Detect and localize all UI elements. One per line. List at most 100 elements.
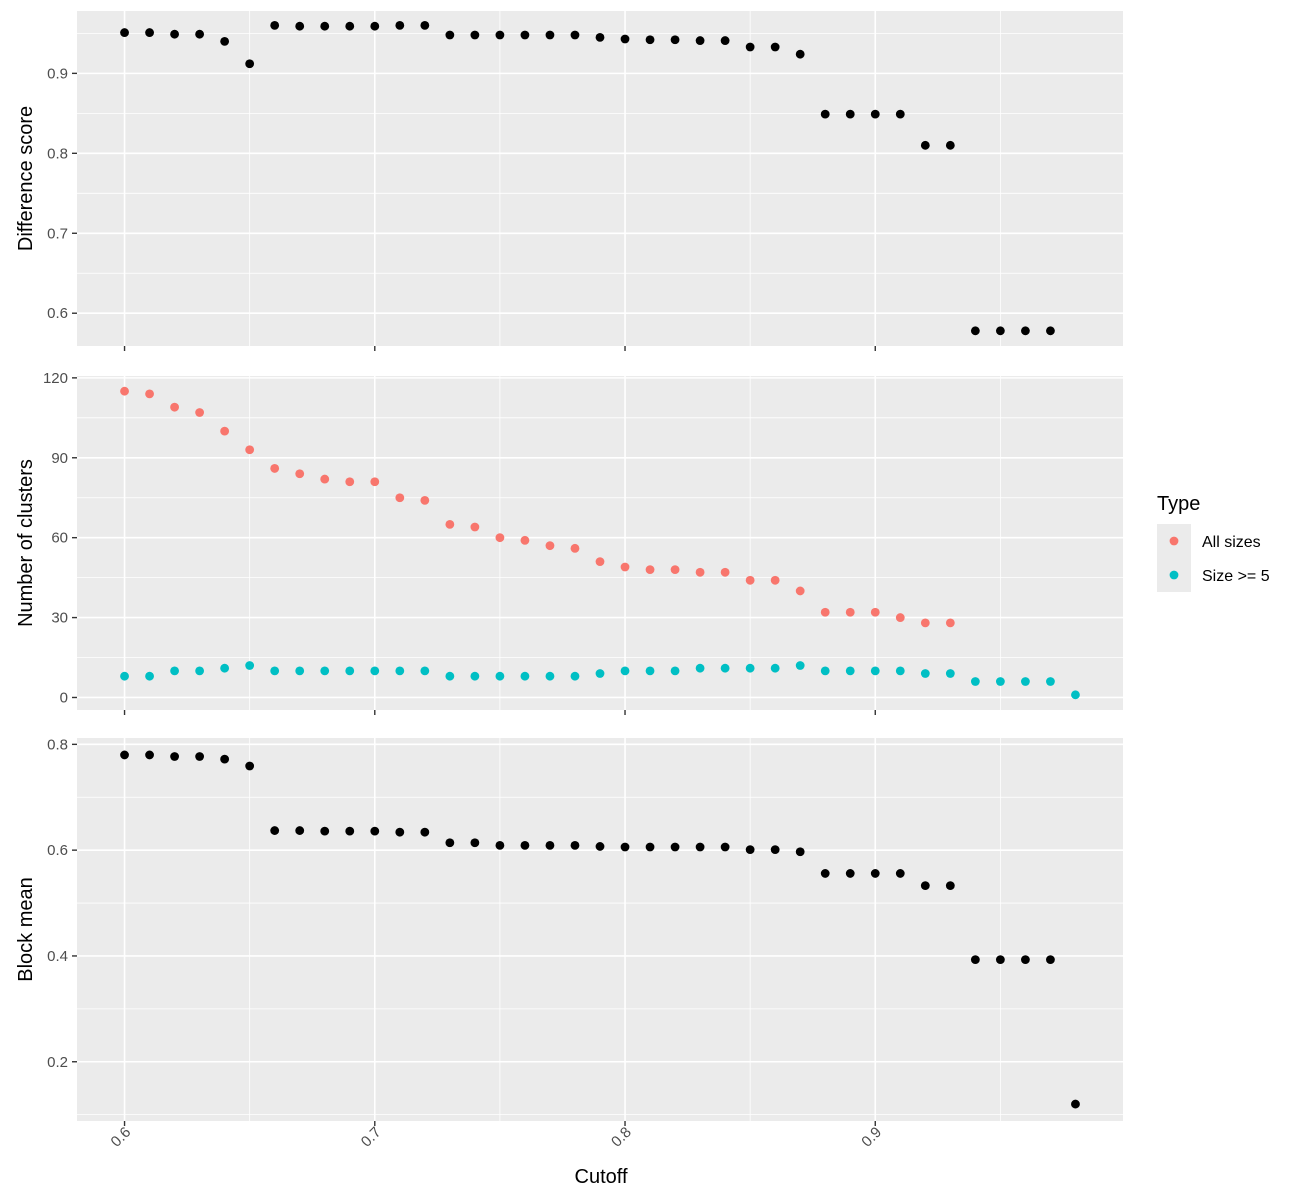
data-point xyxy=(820,109,830,119)
x-tick-label: 0.7 xyxy=(358,1124,385,1151)
y-tick-label: 0 xyxy=(60,689,68,706)
x-tick-label: 0.8 xyxy=(608,1124,635,1151)
panel-difference-score: 0.6 0.7 0.8 0.9 Difference score xyxy=(15,11,1123,351)
data-point xyxy=(445,838,455,848)
data-point xyxy=(170,752,179,761)
panel-number-of-clusters: 0 30 60 90 120 Number of clusters xyxy=(15,370,1123,715)
data-point xyxy=(795,586,805,596)
data-point xyxy=(920,669,930,678)
data-point xyxy=(120,28,129,37)
data-point xyxy=(495,840,505,850)
data-point xyxy=(145,750,154,760)
data-point xyxy=(670,565,680,575)
x-tick-label: 0.6 xyxy=(108,1124,135,1151)
data-point xyxy=(195,408,205,417)
data-point xyxy=(595,842,605,851)
y-tick-label: 90 xyxy=(51,450,68,467)
data-point xyxy=(470,30,480,40)
data-point xyxy=(845,666,855,676)
data-point xyxy=(720,663,730,673)
data-point xyxy=(845,869,855,878)
data-point xyxy=(245,761,255,771)
data-point xyxy=(695,36,705,45)
data-point xyxy=(720,567,730,577)
data-point xyxy=(220,36,230,46)
data-point xyxy=(545,30,555,40)
data-point xyxy=(820,869,830,878)
data-point xyxy=(795,847,805,857)
data-point xyxy=(870,109,880,119)
data-point xyxy=(970,326,980,336)
data-point xyxy=(320,474,330,484)
data-point xyxy=(395,666,405,676)
data-point xyxy=(220,663,230,673)
data-point xyxy=(995,677,1005,686)
data-point xyxy=(995,326,1005,336)
data-point xyxy=(270,666,280,676)
legend-marker xyxy=(1169,570,1179,580)
data-point xyxy=(870,666,880,676)
data-point xyxy=(495,671,505,681)
data-point xyxy=(495,30,505,40)
data-point xyxy=(1021,326,1030,336)
data-point xyxy=(270,826,280,835)
data-point xyxy=(645,842,655,852)
data-point xyxy=(445,30,455,40)
y-tick-label: 0.9 xyxy=(47,65,68,82)
data-point xyxy=(570,543,580,553)
data-point xyxy=(345,826,355,836)
data-point xyxy=(295,21,305,31)
data-point xyxy=(695,842,705,852)
data-point xyxy=(945,140,955,150)
y-tick-label: 0.2 xyxy=(47,1054,68,1071)
data-point xyxy=(420,827,430,837)
data-point xyxy=(745,575,755,585)
data-point xyxy=(970,955,980,965)
data-point xyxy=(420,495,430,505)
data-point xyxy=(970,677,980,686)
legend-label: Size >= 5 xyxy=(1202,568,1270,585)
legend-items: All sizes Size >= 5 xyxy=(1157,524,1270,592)
data-point xyxy=(1046,326,1055,336)
data-point xyxy=(695,663,705,673)
series-0 xyxy=(120,20,1055,336)
data-point xyxy=(895,869,905,878)
data-point xyxy=(595,557,605,567)
panel-background xyxy=(77,738,1123,1121)
y-tick-label: 30 xyxy=(51,610,68,627)
data-point xyxy=(120,671,129,681)
data-point xyxy=(670,35,680,45)
y-tick-label: 0.7 xyxy=(47,225,68,242)
data-point xyxy=(945,618,955,628)
data-point xyxy=(720,36,730,45)
data-point xyxy=(745,42,755,52)
data-point xyxy=(170,402,179,412)
x-tick-label: 0.9 xyxy=(858,1124,885,1151)
series-0 xyxy=(120,750,1080,1109)
data-point xyxy=(345,21,355,31)
data-point xyxy=(1071,1099,1080,1109)
data-point xyxy=(520,840,530,850)
data-point xyxy=(770,42,780,52)
data-point xyxy=(570,30,580,40)
panel-background xyxy=(77,11,1123,346)
data-point xyxy=(445,671,455,681)
data-point xyxy=(545,840,555,850)
data-point xyxy=(345,666,355,676)
data-point xyxy=(770,575,780,585)
data-point xyxy=(245,445,255,455)
data-point xyxy=(470,671,480,681)
data-point xyxy=(570,671,580,681)
data-point xyxy=(795,49,805,59)
data-point xyxy=(520,671,530,681)
panel-background xyxy=(77,376,1123,710)
data-point xyxy=(195,666,205,676)
data-point xyxy=(170,666,179,676)
data-point xyxy=(995,955,1005,965)
y-tick-label: 0.8 xyxy=(47,145,68,162)
data-point xyxy=(620,666,630,676)
data-point xyxy=(1046,677,1055,686)
data-point xyxy=(470,522,480,532)
data-point xyxy=(920,140,930,150)
data-point xyxy=(545,541,555,551)
